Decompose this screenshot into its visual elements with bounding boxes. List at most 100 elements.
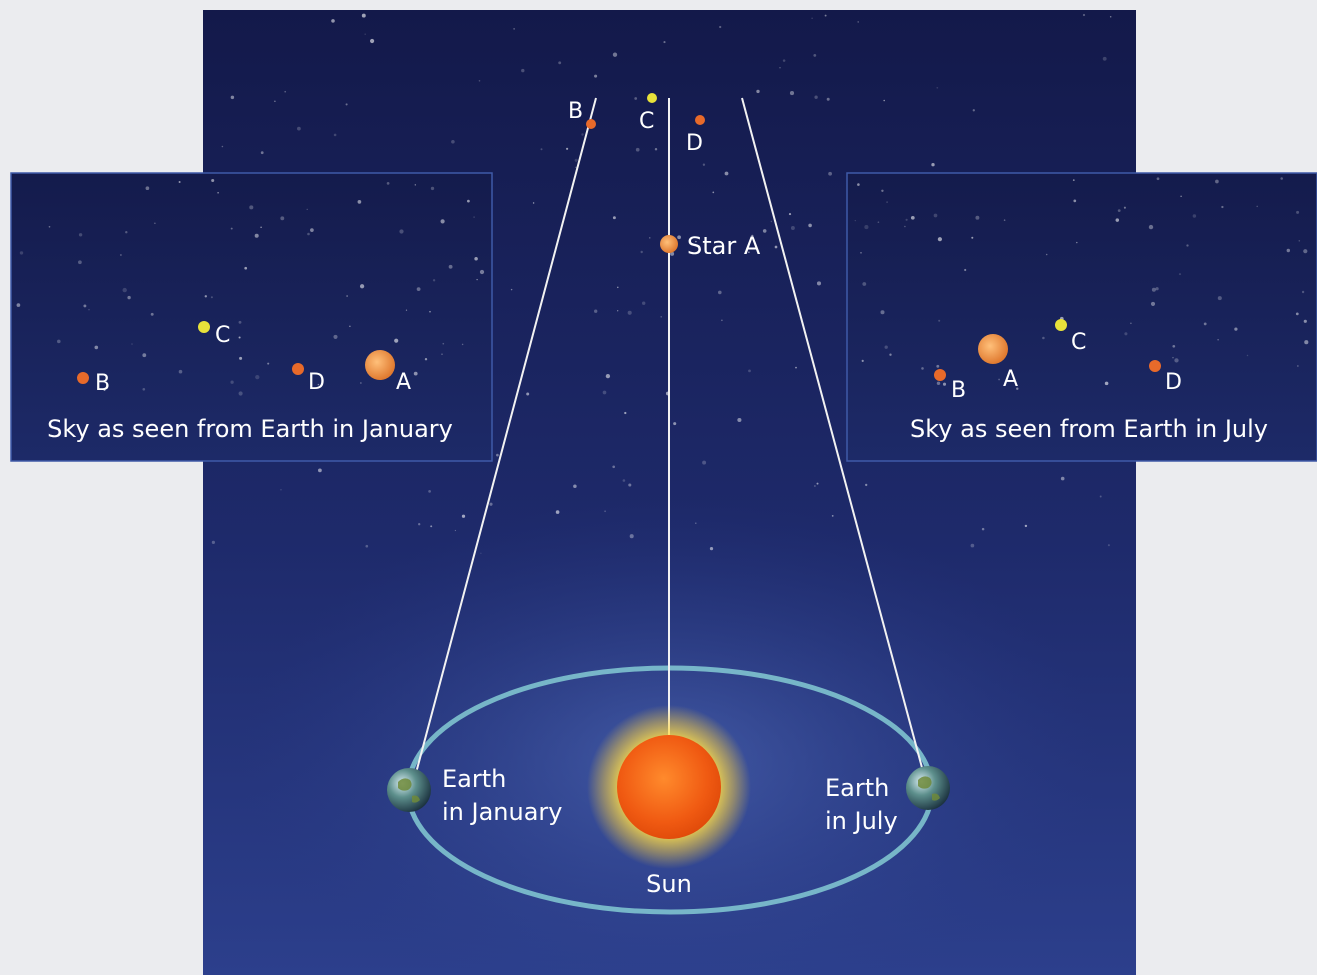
background-star <box>1215 179 1219 184</box>
background-star <box>622 479 626 482</box>
background-star <box>936 364 940 368</box>
background-star <box>1303 319 1307 323</box>
background-star <box>318 468 322 473</box>
background-star <box>864 225 869 230</box>
background-star <box>1304 340 1309 345</box>
january-star-d-label: D <box>308 370 325 395</box>
background-star <box>254 233 259 238</box>
background-star <box>721 319 723 322</box>
background-star <box>748 369 751 373</box>
background-star <box>937 237 943 242</box>
january-star-b <box>77 372 89 384</box>
background-star <box>260 151 264 155</box>
background-star <box>360 382 362 384</box>
background-star <box>244 266 248 270</box>
background-star <box>695 522 697 525</box>
background-star <box>826 97 830 101</box>
background-star <box>370 38 375 44</box>
background-star <box>808 223 812 228</box>
background-star <box>816 281 822 286</box>
background-star <box>1203 322 1207 326</box>
background-star <box>405 309 408 311</box>
background-star <box>510 288 513 291</box>
background-star <box>981 527 985 531</box>
background-star <box>702 460 707 465</box>
background-star <box>617 286 619 289</box>
background-star <box>1296 210 1300 214</box>
background-star <box>284 90 287 93</box>
background-star <box>751 234 754 237</box>
background-star <box>461 343 464 346</box>
background-star <box>933 213 938 218</box>
january-star-c-label: C <box>215 323 230 348</box>
background-star <box>145 186 150 191</box>
background-star <box>883 99 886 102</box>
background-star <box>628 483 632 487</box>
background-star <box>496 453 499 457</box>
distant-star-d-label: D <box>686 131 703 156</box>
sight-line-july <box>741 97 929 791</box>
background-star <box>612 465 616 469</box>
background-star <box>971 236 974 239</box>
background-star <box>416 287 421 291</box>
july-star-d <box>1149 360 1161 372</box>
background-star <box>1130 322 1132 325</box>
background-star <box>695 240 697 243</box>
background-star <box>16 303 21 307</box>
background-star <box>364 33 366 35</box>
background-star <box>857 21 860 23</box>
background-star <box>1045 253 1048 256</box>
background-star <box>310 228 314 232</box>
background-star <box>78 260 82 265</box>
background-star <box>1180 195 1182 197</box>
background-star <box>480 552 482 554</box>
panel-july-background <box>846 172 1317 462</box>
july-star-c <box>1055 319 1067 331</box>
january-star-d <box>292 363 304 375</box>
background-star <box>1150 301 1156 306</box>
background-star <box>1109 16 1112 18</box>
background-star <box>461 514 466 518</box>
background-star <box>211 178 215 183</box>
background-star <box>19 251 24 255</box>
background-star <box>532 202 535 204</box>
background-star <box>127 295 131 300</box>
background-star <box>813 54 817 57</box>
background-star <box>555 510 560 514</box>
background-star <box>365 544 369 548</box>
background-star <box>473 216 475 218</box>
background-star <box>1072 179 1075 181</box>
background-star <box>1217 339 1219 341</box>
background-star <box>333 334 338 339</box>
background-star <box>936 381 941 386</box>
background-star <box>1124 332 1128 336</box>
background-star <box>394 338 399 343</box>
background-star <box>274 100 276 102</box>
background-star <box>178 180 181 184</box>
panel-july: C B A D Sky as seen from Earth in July <box>846 172 1317 462</box>
background-star <box>884 345 888 349</box>
background-star <box>1024 524 1028 528</box>
background-star <box>998 378 1001 381</box>
distant-star-b <box>586 119 596 129</box>
background-star <box>540 148 543 151</box>
background-star <box>280 216 285 221</box>
background-star <box>429 310 431 313</box>
background-star <box>612 216 616 220</box>
background-star <box>57 339 61 344</box>
earth-january <box>387 768 431 812</box>
background-star <box>640 250 643 254</box>
background-star <box>448 264 453 269</box>
star-a-label: Star A <box>687 232 761 260</box>
background-star <box>1192 214 1197 218</box>
background-star <box>970 543 975 548</box>
background-star <box>1178 273 1182 276</box>
background-star <box>1016 387 1019 390</box>
background-star <box>605 373 611 379</box>
background-star <box>942 382 947 386</box>
background-star <box>677 235 681 240</box>
distant-star-b-label: B <box>568 99 583 124</box>
background-star <box>1280 177 1283 180</box>
background-star <box>399 229 404 234</box>
background-star <box>748 251 750 253</box>
